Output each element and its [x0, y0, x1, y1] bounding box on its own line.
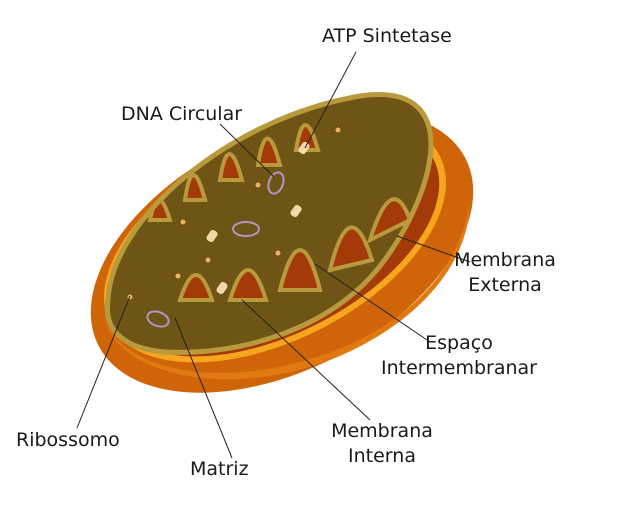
dna-circular-shapes — [146, 171, 285, 328]
label-outer-membrane: Membrana Externa — [446, 248, 564, 298]
leader-lines — [76, 51, 471, 459]
cristae — [147, 123, 413, 302]
atp-synthase-particles — [206, 141, 310, 295]
label-ribosome: Ribossomo — [16, 429, 120, 451]
label-dna-circular: DNA Circular — [121, 103, 243, 125]
label-intermembrane-line2: Intermembranar — [381, 357, 537, 379]
label-outer-membrane-line1: Membrana — [454, 249, 556, 271]
label-inner-membrane: Membrana Interna — [323, 419, 441, 469]
label-intermembrane-line1: Espaço — [425, 332, 493, 354]
label-inner-membrane-line1: Membrana — [331, 420, 433, 442]
label-outer-membrane-line2: Externa — [468, 274, 542, 296]
ribosomes — [127, 127, 341, 300]
label-inner-membrane-line2: Interna — [348, 445, 416, 467]
label-atp-synthase: ATP Sintetase — [322, 25, 452, 47]
label-intermembrane-space: Espaço Intermembranar — [374, 331, 544, 381]
inner-membrane — [104, 92, 434, 355]
label-matrix: Matriz — [190, 458, 249, 480]
